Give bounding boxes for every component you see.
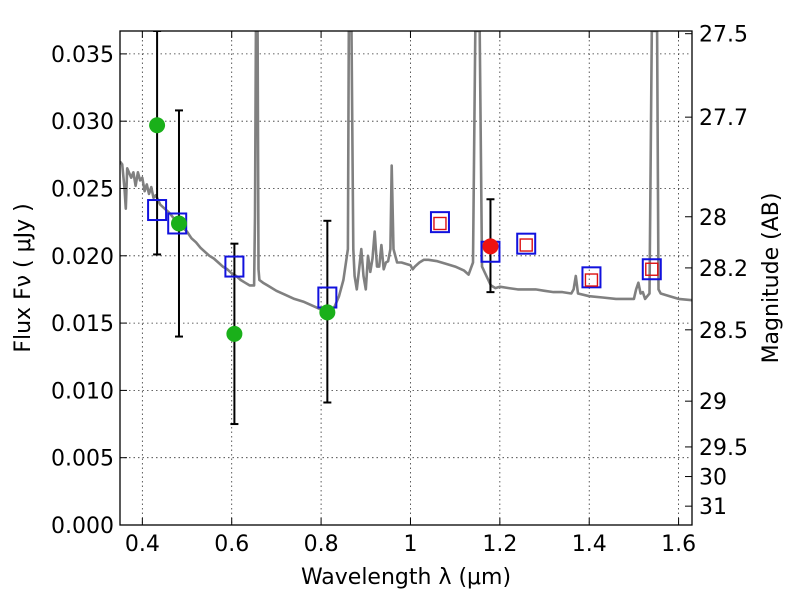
observed-point-circle bbox=[149, 117, 166, 134]
y-tick-label: 0.015 bbox=[51, 312, 114, 337]
x-tick-label: 1.6 bbox=[661, 532, 696, 557]
x-tick-label: 1 bbox=[403, 532, 417, 557]
y-axis-label: Flux Fν ( μJy ) bbox=[11, 203, 36, 352]
x-tick-label: 0.8 bbox=[304, 532, 339, 557]
model-point-square bbox=[429, 211, 450, 234]
data-layer bbox=[120, 31, 692, 426]
y-tick-label: 0.010 bbox=[51, 379, 114, 404]
x-tick-label: 1.4 bbox=[572, 532, 607, 557]
observed-point-circle bbox=[482, 238, 499, 255]
plot-background bbox=[120, 31, 692, 525]
y-tick-label: 0.025 bbox=[51, 177, 114, 202]
y2-axis-label: Magnitude (AB) bbox=[759, 193, 784, 364]
y-tick-label: 0.035 bbox=[51, 43, 114, 68]
mag-tick-label: 31 bbox=[699, 495, 727, 520]
mag-tick-label: 27.7 bbox=[699, 106, 748, 131]
y-tick-label: 0.000 bbox=[51, 514, 114, 539]
y-tick-label: 0.005 bbox=[51, 447, 114, 472]
mag-tick-label: 29.5 bbox=[699, 436, 748, 461]
mag-tick-label: 30 bbox=[699, 466, 727, 491]
plot-frame bbox=[119, 30, 693, 526]
x-tick-label: 1.2 bbox=[482, 532, 517, 557]
mag-tick-label: 27.5 bbox=[699, 23, 748, 48]
model-point-square bbox=[641, 258, 662, 281]
mag-tick-label: 28 bbox=[699, 206, 727, 231]
mag-tick-label: 28.2 bbox=[699, 257, 748, 282]
upper-limit-square bbox=[519, 238, 533, 252]
x-tick-label: 0.6 bbox=[214, 532, 249, 557]
y-tick-label: 0.020 bbox=[51, 245, 114, 270]
observed-point-circle bbox=[170, 215, 187, 232]
upper-limit-square bbox=[433, 216, 447, 231]
model-point-square bbox=[224, 255, 245, 278]
observed-point-circle bbox=[319, 304, 336, 321]
model-point-square bbox=[516, 232, 537, 255]
model-point-square bbox=[147, 199, 168, 222]
model-point-square bbox=[581, 266, 602, 289]
upper-limit-square bbox=[645, 262, 659, 276]
upper-limit-square bbox=[584, 273, 599, 287]
x-tick-label: 0.4 bbox=[125, 532, 160, 557]
x-axis-label: Wavelength λ (μm) bbox=[301, 565, 511, 590]
ticks: 0.4 0.6 0.8 1 1.2 1.4 1.6 0.000 0.005 0.010 0.015 0… bbox=[51, 23, 748, 557]
observed-point-circle bbox=[226, 325, 243, 342]
mag-tick-label: 29 bbox=[699, 390, 727, 415]
y-tick-label: 0.030 bbox=[51, 110, 114, 135]
mag-tick-label: 28.5 bbox=[699, 319, 748, 344]
